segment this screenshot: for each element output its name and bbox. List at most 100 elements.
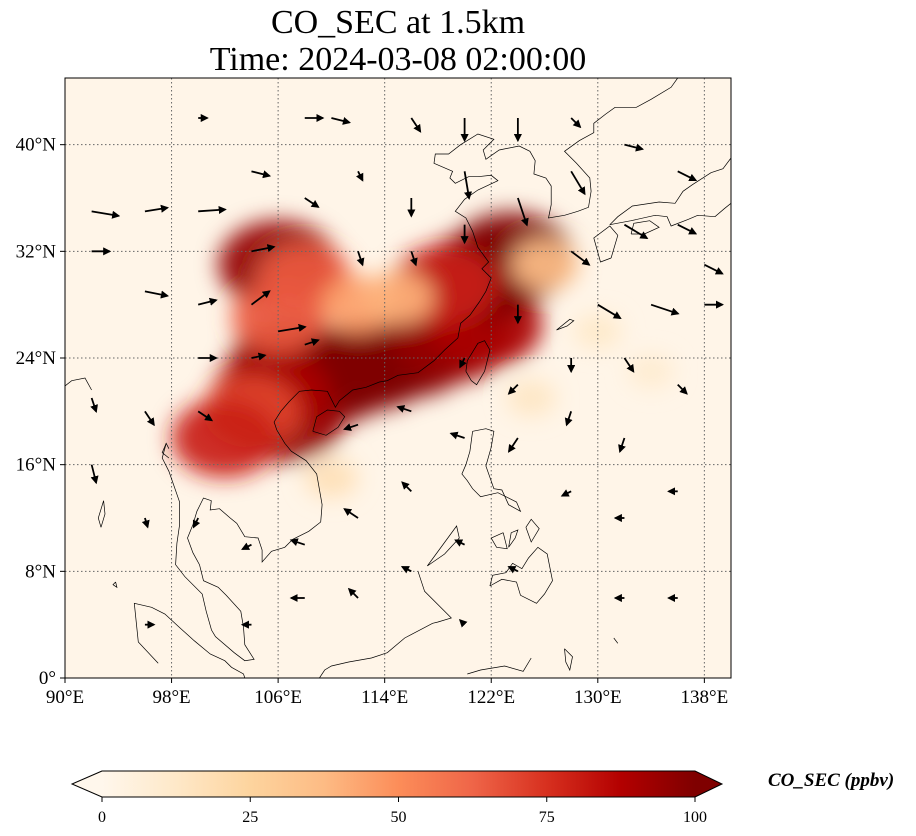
wind-vector — [198, 205, 227, 215]
wind-vector — [141, 517, 150, 529]
colorbar-tick-label: 25 — [242, 809, 258, 826]
lat-tick-label: 8°N — [25, 561, 56, 582]
wind-vector — [197, 410, 214, 422]
wind-vector — [91, 210, 121, 219]
wind-vector — [409, 251, 418, 267]
wind-vector — [677, 170, 698, 182]
colorbar-extend-min — [72, 771, 102, 797]
coastline — [312, 409, 346, 436]
coastline — [525, 518, 540, 543]
wind-vector — [251, 244, 276, 253]
wind-vector — [251, 352, 267, 361]
coastline — [613, 637, 619, 644]
wind-vector — [677, 384, 688, 395]
wind-vector — [507, 566, 519, 574]
wind-vector — [250, 290, 271, 306]
wind-vector — [463, 171, 473, 200]
lat-tick-label: 24°N — [16, 348, 57, 369]
coastline — [133, 602, 246, 678]
lon-tick-label: 98°E — [152, 687, 190, 708]
map-gridlines — [65, 78, 731, 678]
wind-vector — [144, 410, 155, 427]
wind-vector — [396, 405, 412, 413]
wind-vector — [570, 117, 582, 129]
colorbar: 0 25 50 75 100 — [70, 770, 724, 826]
concentration-cell — [361, 271, 435, 325]
wind-vector — [343, 508, 359, 519]
wind-vector — [304, 338, 320, 347]
wind-vector — [277, 323, 307, 333]
coastline — [161, 78, 678, 662]
coastline — [112, 581, 118, 589]
coastline — [461, 428, 522, 513]
coastline — [490, 532, 508, 550]
wind-vector — [677, 223, 698, 235]
coastline — [556, 318, 575, 331]
wind-vector — [289, 538, 306, 547]
lon-tick-label: 138°E — [681, 687, 729, 708]
concentration-cell — [627, 354, 675, 389]
colorbar-tick-label: 50 — [391, 809, 407, 826]
lon-tick-label: 114°E — [361, 687, 408, 708]
lat-tick-label: 32°N — [16, 241, 57, 262]
wind-vector — [454, 539, 466, 547]
wind-vector — [343, 423, 359, 431]
colorbar-gradient — [102, 771, 695, 797]
coastline — [161, 442, 170, 459]
coastline — [609, 203, 731, 227]
co-sec-concentration-layer — [171, 212, 675, 498]
coastline — [564, 648, 573, 672]
colorbar-tick-label: 0 — [98, 809, 106, 826]
figure-title-line-2: Time: 2024-03-08 02:00:00 — [209, 41, 587, 78]
lat-tick-label: 16°N — [16, 455, 57, 476]
lon-tick-label: 130°E — [574, 687, 622, 708]
wind-vector — [449, 431, 465, 440]
wind-vector — [564, 411, 573, 427]
wind-vector — [144, 204, 170, 213]
wind-vector — [458, 619, 468, 628]
wind-vector — [192, 517, 201, 529]
lon-tick-label: 122°E — [467, 687, 515, 708]
wind-vector — [459, 357, 467, 369]
coastline — [467, 657, 532, 675]
wind-vector — [650, 303, 680, 316]
coastline — [609, 157, 731, 225]
wind-vector — [560, 489, 572, 497]
coastline — [508, 529, 519, 548]
concentration-cell — [304, 458, 359, 498]
colorbar-ticks: 0 25 50 75 100 — [98, 797, 707, 826]
wind-vector — [624, 143, 645, 152]
coastline — [319, 571, 452, 678]
wind-vector — [241, 542, 252, 550]
figure-title-line-1: CO_SEC at 1.5km — [270, 4, 526, 41]
coastline — [465, 340, 491, 386]
coastline — [427, 525, 460, 567]
wind-vector — [507, 437, 519, 453]
wind-vector — [197, 297, 218, 306]
wind-vector — [517, 197, 529, 227]
lon-tick-label: 106°E — [254, 687, 302, 708]
wind-vector — [331, 116, 351, 125]
map-frame — [64, 77, 732, 679]
wind-vector — [623, 357, 635, 373]
wind-vector — [400, 566, 412, 574]
lon-tick-label: 90°E — [46, 687, 84, 708]
colorbar-tick-label: 100 — [683, 809, 707, 826]
colorbar-tick-label: 75 — [539, 809, 555, 826]
lat-tick-label: 0° — [39, 668, 56, 689]
wind-vector — [570, 170, 586, 196]
wind-vector — [144, 290, 170, 299]
wind-vector — [304, 197, 320, 208]
wind-vector — [401, 481, 412, 492]
colorbar-extend-max — [695, 771, 722, 797]
wind-vector — [618, 437, 626, 454]
wind-vector — [410, 117, 422, 133]
map-axes: 90°E 98°E 106°E 114°E 122°E 130°E 138°E 0° 8°N 16… — [16, 135, 729, 708]
wind-vector — [507, 384, 519, 395]
wind-vector — [703, 263, 724, 275]
concentration-cell — [506, 379, 557, 417]
wind-vector — [347, 587, 359, 599]
coastline — [65, 377, 92, 391]
coastline — [593, 225, 619, 263]
